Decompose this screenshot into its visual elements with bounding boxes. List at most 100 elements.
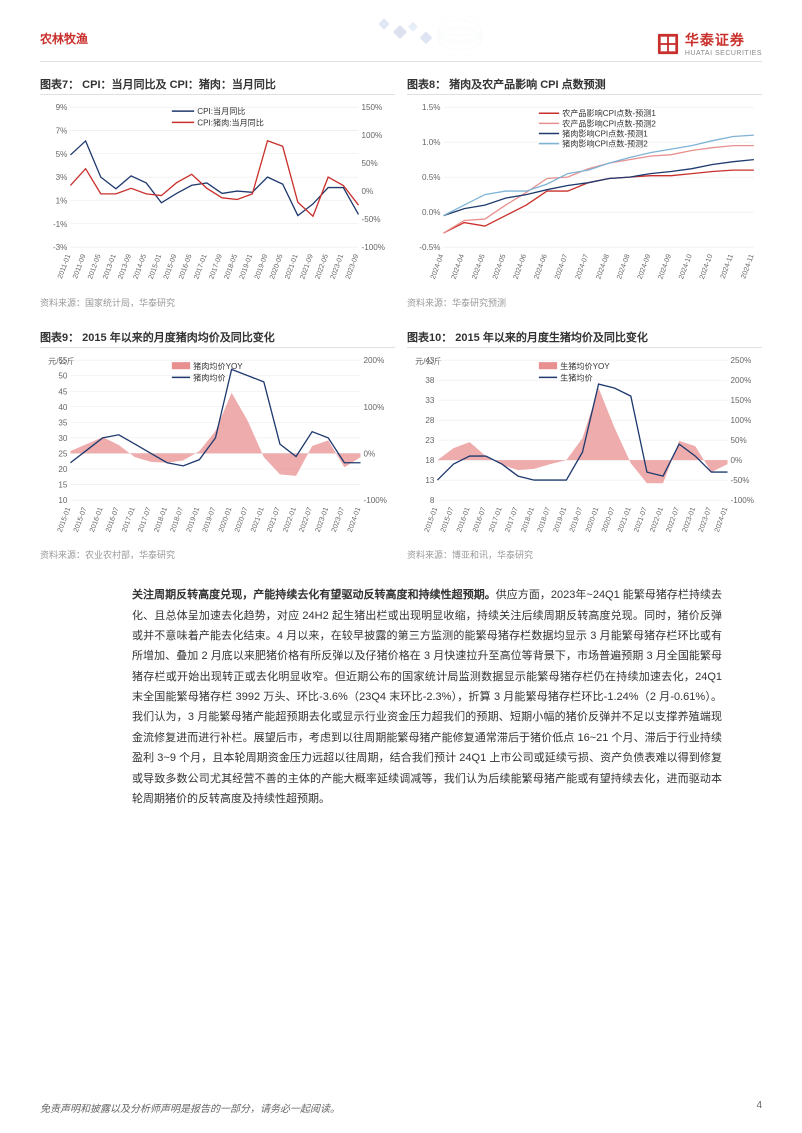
svg-text:2021-07: 2021-07 xyxy=(265,506,281,533)
chart9-cell: 图表9： 2015 年以来的月度猪肉均价及同比变化 元/公斤1015202530… xyxy=(40,329,395,576)
svg-text:2015-09: 2015-09 xyxy=(162,253,178,280)
svg-text:0%: 0% xyxy=(364,449,376,458)
svg-text:2024-04: 2024-04 xyxy=(429,253,445,280)
svg-text:2016-05: 2016-05 xyxy=(177,253,193,280)
svg-text:2018-01: 2018-01 xyxy=(520,506,536,533)
svg-text:2022-07: 2022-07 xyxy=(298,506,314,533)
svg-text:农产品影响CPI点数-预测2: 农产品影响CPI点数-预测2 xyxy=(562,118,656,128)
svg-text:2013-09: 2013-09 xyxy=(117,253,133,280)
svg-text:2017-09: 2017-09 xyxy=(208,253,224,280)
svg-text:3%: 3% xyxy=(56,173,68,182)
chart8-cell: 图表8： 猪肉及农产品影响 CPI 点数预测 -0.5%0.0%0.5%1.0%… xyxy=(407,76,762,323)
svg-text:45: 45 xyxy=(58,387,68,396)
chart9-source: 资料来源：农业农村部，华泰研究 xyxy=(40,548,395,561)
chart10-svg: 元/公斤813182328333843-100%-50%0%50%100%150… xyxy=(407,352,762,545)
page-header: 农林牧渔 华泰证券 HUATAI SECURITIES xyxy=(40,30,762,62)
svg-text:2024-07: 2024-07 xyxy=(574,253,590,280)
svg-text:2016-01: 2016-01 xyxy=(88,506,104,533)
svg-text:生猪均价: 生猪均价 xyxy=(560,372,592,382)
chart8-title: 图表8： 猪肉及农产品影响 CPI 点数预测 xyxy=(407,76,762,95)
svg-text:2024-01: 2024-01 xyxy=(713,506,729,533)
svg-text:100%: 100% xyxy=(731,416,752,425)
svg-text:2015-07: 2015-07 xyxy=(72,506,88,533)
svg-text:33: 33 xyxy=(425,396,435,405)
svg-text:1%: 1% xyxy=(56,196,68,205)
svg-text:2012-05: 2012-05 xyxy=(86,253,102,280)
svg-text:-1%: -1% xyxy=(53,220,67,229)
svg-text:0.0%: 0.0% xyxy=(422,208,440,217)
chart10-cell: 图表10： 2015 年以来的月度生猪均价及同比变化 元/公斤813182328… xyxy=(407,329,762,576)
svg-text:2023-09: 2023-09 xyxy=(344,253,360,280)
svg-text:50%: 50% xyxy=(362,159,378,168)
chart7-source: 资料来源：国家统计局，华泰研究 xyxy=(40,296,395,309)
svg-text:25: 25 xyxy=(58,449,68,458)
svg-text:250%: 250% xyxy=(731,356,752,365)
svg-text:2017-01: 2017-01 xyxy=(487,506,503,533)
chart7-svg: -3%-1%1%3%5%7%9%-100%-50%0%50%100%150%20… xyxy=(40,99,395,292)
svg-text:2024-09: 2024-09 xyxy=(657,253,673,280)
svg-text:10: 10 xyxy=(58,496,68,505)
svg-text:5%: 5% xyxy=(56,150,68,159)
svg-text:2017-07: 2017-07 xyxy=(503,506,519,533)
svg-text:2022-07: 2022-07 xyxy=(665,506,681,533)
svg-text:猪肉均价: 猪肉均价 xyxy=(193,372,225,382)
chart9-svg: 元/公斤10152025303540455055-100%0%100%200%2… xyxy=(40,352,395,545)
svg-text:2019-07: 2019-07 xyxy=(568,506,584,533)
svg-text:-50%: -50% xyxy=(731,476,750,485)
svg-text:2024-09: 2024-09 xyxy=(636,253,652,280)
chart7-title: 图表7： CPI：当月同比及 CPI：猪肉：当月同比 xyxy=(40,76,395,95)
svg-text:2023-01: 2023-01 xyxy=(314,506,330,533)
svg-text:2024-05: 2024-05 xyxy=(491,253,507,280)
svg-text:CPI:猪肉:当月同比: CPI:猪肉:当月同比 xyxy=(197,117,264,127)
footer-page-number: 4 xyxy=(756,1100,762,1115)
svg-text:9%: 9% xyxy=(56,103,68,112)
svg-text:-100%: -100% xyxy=(364,496,387,505)
svg-text:-100%: -100% xyxy=(362,243,385,252)
svg-text:2024-05: 2024-05 xyxy=(470,253,486,280)
svg-text:23: 23 xyxy=(425,436,435,445)
svg-text:18: 18 xyxy=(425,456,435,465)
header-decoration xyxy=(320,15,520,55)
svg-text:1.0%: 1.0% xyxy=(422,138,440,147)
logo-text-en: HUATAI SECURITIES xyxy=(685,50,762,57)
svg-text:猪肉影响CPI点数-预测1: 猪肉影响CPI点数-预测1 xyxy=(562,129,648,139)
svg-text:100%: 100% xyxy=(362,131,383,140)
svg-text:2011-09: 2011-09 xyxy=(71,253,87,280)
chart8-source: 资料来源：华泰研究预测 xyxy=(407,296,762,309)
svg-text:2019-01: 2019-01 xyxy=(238,253,254,280)
chart9-title: 图表9： 2015 年以来的月度猪肉均价及同比变化 xyxy=(40,329,395,348)
svg-text:100%: 100% xyxy=(364,403,385,412)
svg-text:0%: 0% xyxy=(731,456,743,465)
svg-text:0%: 0% xyxy=(362,187,374,196)
svg-text:2017-01: 2017-01 xyxy=(120,506,136,533)
svg-text:2018-05: 2018-05 xyxy=(223,253,239,280)
chart10-title: 图表10： 2015 年以来的月度生猪均价及同比变化 xyxy=(407,329,762,348)
svg-text:2023-07: 2023-07 xyxy=(697,506,713,533)
chart7-cell: 图表7： CPI：当月同比及 CPI：猪肉：当月同比 -3%-1%1%3%5%7… xyxy=(40,76,395,323)
svg-text:2020-01: 2020-01 xyxy=(217,506,233,533)
svg-text:55: 55 xyxy=(58,356,68,365)
svg-text:农产品影响CPI点数-预测1: 农产品影响CPI点数-预测1 xyxy=(562,108,656,118)
svg-text:2020-07: 2020-07 xyxy=(600,506,616,533)
svg-text:-50%: -50% xyxy=(362,215,381,224)
svg-text:2020-07: 2020-07 xyxy=(233,506,249,533)
footer-disclaimer: 免责声明和披露以及分析师声明是报告的一部分，请务必一起阅读。 xyxy=(40,1100,340,1115)
svg-text:2024-08: 2024-08 xyxy=(595,253,611,280)
body-text: 供应方面，2023年~24Q1 能繁母猪存栏持续去化、且总体呈加速去化趋势，对应… xyxy=(132,589,722,804)
svg-text:30: 30 xyxy=(58,434,68,443)
svg-text:2020-05: 2020-05 xyxy=(268,253,284,280)
svg-text:2022-05: 2022-05 xyxy=(314,253,330,280)
chart10-source: 资料来源：博亚和讯，华泰研究 xyxy=(407,548,762,561)
svg-text:38: 38 xyxy=(425,376,435,385)
svg-text:2016-01: 2016-01 xyxy=(455,506,471,533)
svg-text:2016-07: 2016-07 xyxy=(104,506,120,533)
svg-text:CPI:当月同比: CPI:当月同比 xyxy=(197,106,245,116)
svg-text:2021-09: 2021-09 xyxy=(298,253,314,280)
svg-text:40: 40 xyxy=(58,403,68,412)
svg-text:2024-10: 2024-10 xyxy=(677,253,693,280)
svg-text:2014-05: 2014-05 xyxy=(132,253,148,280)
svg-text:2015-01: 2015-01 xyxy=(56,506,72,533)
svg-text:2016-07: 2016-07 xyxy=(471,506,487,533)
svg-text:2019-01: 2019-01 xyxy=(552,506,568,533)
chart-row-1: 图表7： CPI：当月同比及 CPI：猪肉：当月同比 -3%-1%1%3%5%7… xyxy=(40,76,762,323)
